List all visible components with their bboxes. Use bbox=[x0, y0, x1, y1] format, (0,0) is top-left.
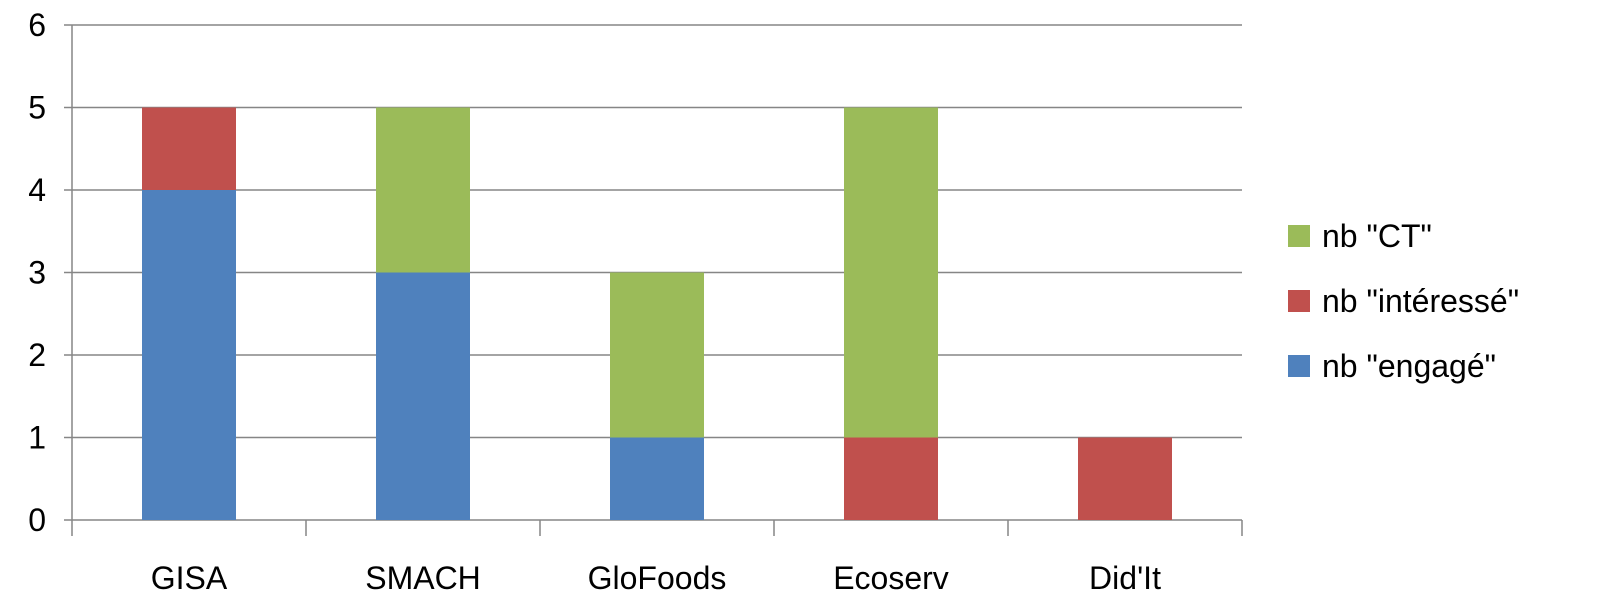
bar-segment bbox=[1078, 437, 1172, 520]
bars bbox=[142, 107, 1172, 520]
y-tick-label: 5 bbox=[28, 90, 46, 126]
bar-segment bbox=[376, 272, 470, 520]
y-tick-label: 1 bbox=[28, 420, 46, 456]
y-tick-label: 3 bbox=[28, 255, 46, 291]
legend-swatch bbox=[1288, 290, 1310, 312]
legend-swatch bbox=[1288, 225, 1310, 247]
bar-segment bbox=[142, 190, 236, 520]
y-tick-label: 0 bbox=[28, 502, 46, 538]
y-tick-label: 4 bbox=[28, 172, 46, 208]
x-tick-label: GloFoods bbox=[588, 560, 727, 596]
x-tick-label: SMACH bbox=[365, 560, 481, 596]
y-tick-label: 6 bbox=[28, 7, 46, 43]
bar-segment bbox=[610, 437, 704, 520]
y-tick-label: 2 bbox=[28, 337, 46, 373]
y-tick-labels: 0 1 2 3 4 5 6 bbox=[28, 7, 46, 538]
bar-segment bbox=[376, 107, 470, 273]
x-tick-labels: GISA SMACH GloFoods Ecoserv Did'It bbox=[151, 560, 1161, 596]
bar-segment bbox=[142, 107, 236, 190]
x-tick-label: GISA bbox=[151, 560, 228, 596]
legend-swatch bbox=[1288, 355, 1310, 377]
legend: nb "CT" nb "intéressé" nb "engagé" bbox=[1288, 218, 1519, 384]
x-tick-label: Did'It bbox=[1089, 560, 1161, 596]
x-tick-label: Ecoserv bbox=[833, 560, 949, 596]
bar-segment bbox=[610, 272, 704, 438]
legend-label: nb "engagé" bbox=[1322, 348, 1496, 384]
bar-segment bbox=[844, 437, 938, 520]
bar-segment bbox=[844, 107, 938, 438]
legend-label: nb "intéressé" bbox=[1322, 283, 1519, 319]
legend-label: nb "CT" bbox=[1322, 218, 1432, 254]
